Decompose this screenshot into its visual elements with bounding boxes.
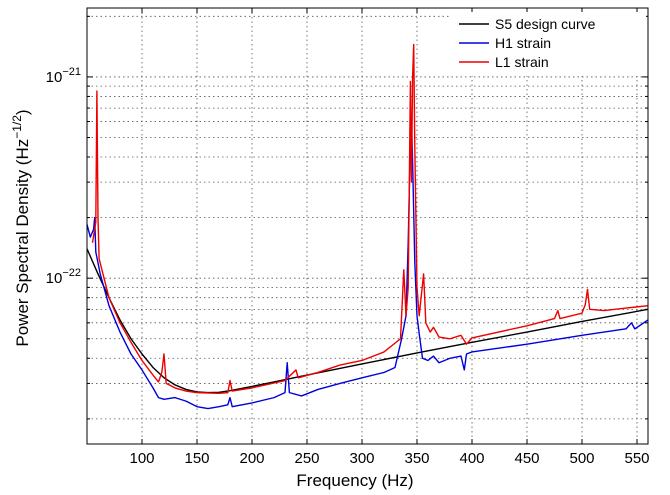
x-tick-label: 550 <box>624 450 649 467</box>
x-tick-label: 150 <box>184 450 209 467</box>
y-axis-label-exponent: −1/2 <box>10 115 24 139</box>
x-tick-label: 100 <box>129 450 154 467</box>
x-tick-label: 300 <box>349 450 374 467</box>
x-tick-label: 400 <box>459 450 484 467</box>
plot-frame <box>86 7 649 445</box>
legend-label-2: L1 strain <box>495 54 549 70</box>
x-tick-label: 500 <box>569 450 594 467</box>
x-tick-label: 250 <box>294 450 319 467</box>
x-axis-label: Frequency (Hz) <box>296 471 413 490</box>
y-axis-label: Power Spectral Density (Hz−1/2) <box>10 109 32 346</box>
x-tick-label: 450 <box>514 450 539 467</box>
legend-box <box>449 12 646 76</box>
legend-label-0: S5 design curve <box>495 16 596 32</box>
y-tick-label-exponent: −22 <box>62 267 81 279</box>
y-axis-label-text: Power Spectral Density (Hz <box>13 139 32 347</box>
series-lines <box>86 43 649 410</box>
legend: S5 design curve H1 strain L1 strain <box>449 12 646 76</box>
y-tick-label-base: 10 <box>46 69 63 86</box>
y-tick-label-exponent: −21 <box>62 66 81 78</box>
series-line-2 <box>91 43 649 394</box>
x-tick-label: 350 <box>404 450 429 467</box>
series-line-1 <box>86 120 649 410</box>
legend-label-1: H1 strain <box>495 35 551 51</box>
y-tick-label: 10−22 <box>46 267 81 287</box>
y-axis-label-close: ) <box>13 109 32 115</box>
series-line-0 <box>86 248 649 394</box>
y-tick-label-base: 10 <box>46 270 63 287</box>
y-tick-label: 10−21 <box>46 66 81 86</box>
x-tick-label: 200 <box>239 450 264 467</box>
